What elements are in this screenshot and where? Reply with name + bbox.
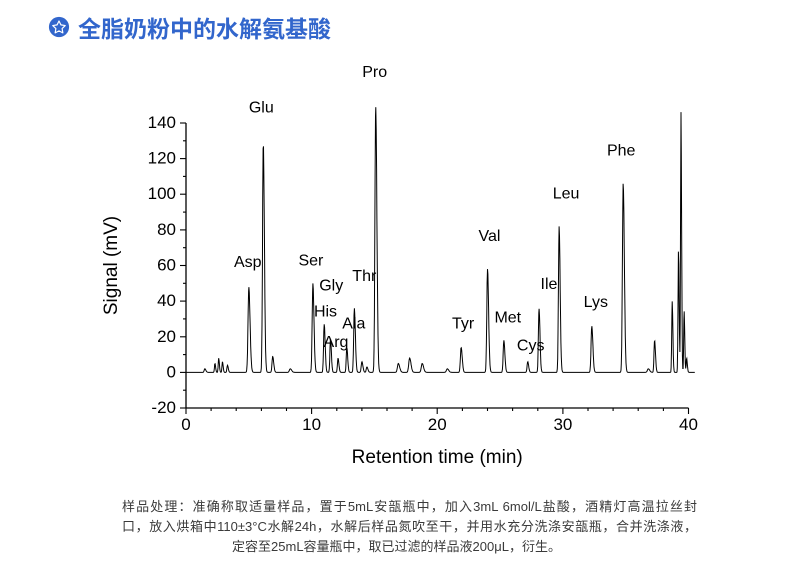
svg-text:Phe: Phe bbox=[607, 143, 636, 160]
svg-text:Ile: Ile bbox=[541, 276, 558, 293]
svg-text:30: 30 bbox=[553, 415, 572, 434]
svg-text:Lys: Lys bbox=[584, 294, 608, 311]
svg-text:Cys: Cys bbox=[517, 338, 545, 355]
svg-text:10: 10 bbox=[302, 415, 321, 434]
svg-text:100: 100 bbox=[148, 184, 176, 203]
svg-text:80: 80 bbox=[157, 220, 176, 239]
svg-text:Val: Val bbox=[479, 228, 501, 245]
svg-text:Asp: Asp bbox=[234, 254, 262, 271]
svg-text:His: His bbox=[314, 304, 337, 321]
svg-text:Pro: Pro bbox=[362, 64, 387, 81]
svg-text:Gly: Gly bbox=[319, 277, 343, 294]
svg-text:20: 20 bbox=[157, 327, 176, 346]
svg-text:120: 120 bbox=[148, 149, 176, 168]
svg-text:140: 140 bbox=[148, 113, 176, 132]
svg-text:40: 40 bbox=[679, 415, 698, 434]
svg-text:Retention time (min): Retention time (min) bbox=[352, 447, 523, 468]
svg-text:20: 20 bbox=[428, 415, 447, 434]
svg-text:40: 40 bbox=[157, 291, 176, 310]
svg-text:Glu: Glu bbox=[249, 100, 274, 117]
svg-text:Ser: Ser bbox=[298, 252, 324, 269]
svg-text:0: 0 bbox=[167, 362, 176, 381]
svg-text:Tyr: Tyr bbox=[452, 315, 475, 332]
svg-text:Signal (mV): Signal (mV) bbox=[101, 216, 122, 315]
svg-text:-20: -20 bbox=[151, 398, 176, 417]
svg-text:Ala: Ala bbox=[342, 315, 365, 332]
svg-text:Met: Met bbox=[494, 309, 521, 326]
svg-text:60: 60 bbox=[157, 256, 176, 275]
svg-text:Arg: Arg bbox=[324, 334, 349, 351]
svg-text:Leu: Leu bbox=[553, 185, 580, 202]
svg-text:0: 0 bbox=[181, 415, 190, 434]
svg-text:Thr: Thr bbox=[352, 268, 377, 285]
